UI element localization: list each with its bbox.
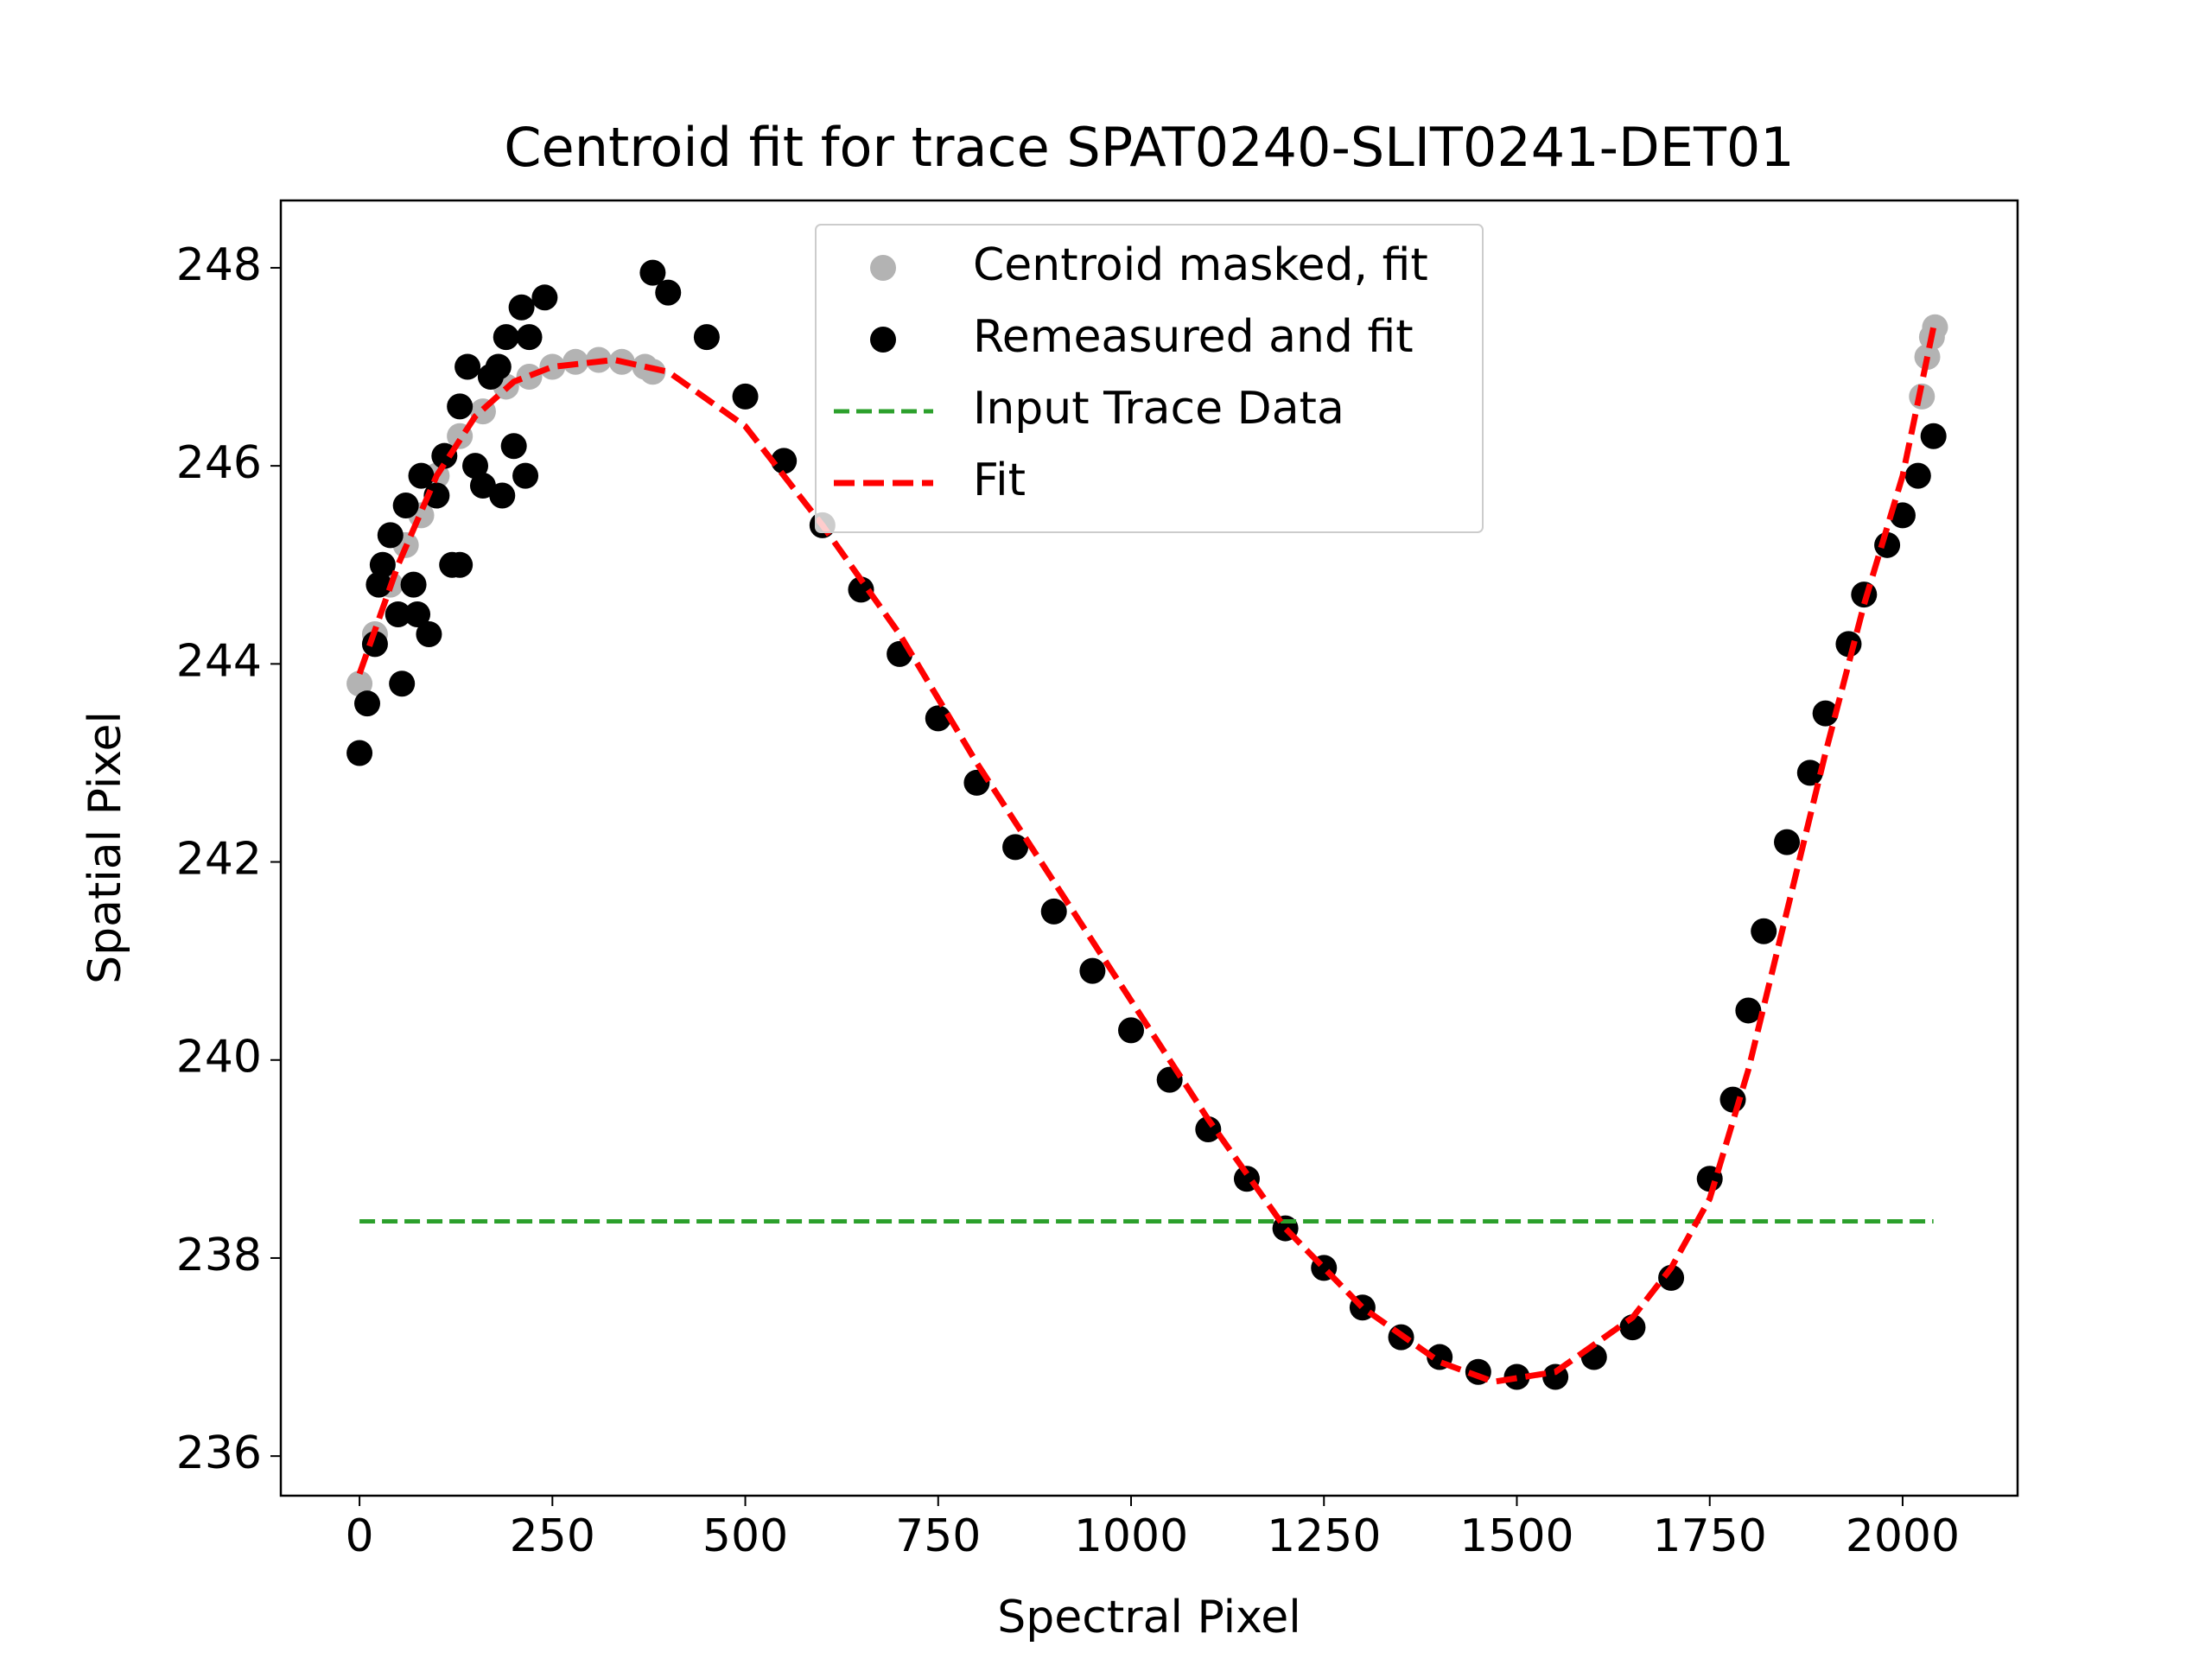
y-tick-label: 236: [176, 1427, 262, 1479]
point: [732, 383, 759, 410]
point: [500, 433, 527, 460]
point: [1118, 1017, 1145, 1044]
point: [1922, 314, 1948, 340]
x-tick-label: 0: [346, 1510, 374, 1562]
point: [454, 353, 481, 380]
point: [516, 324, 543, 351]
plot-area: [346, 259, 1948, 1390]
x-tick-label: 1250: [1267, 1510, 1381, 1562]
legend-label: Centroid masked, fit: [973, 239, 1428, 291]
point: [408, 462, 435, 489]
point: [361, 631, 388, 658]
y-tick-label: 248: [176, 239, 262, 291]
legend-label: Input Trace Data: [973, 383, 1344, 435]
y-tick-label: 238: [176, 1230, 262, 1281]
point: [354, 690, 381, 717]
point: [848, 576, 874, 603]
legend-box: [815, 224, 1484, 533]
point: [539, 353, 566, 380]
point: [369, 551, 396, 578]
point: [531, 284, 558, 311]
y-tick-label: 240: [176, 1032, 262, 1084]
y-axis-label: Spatial Pixel: [79, 711, 131, 984]
point: [771, 448, 798, 474]
point: [1751, 918, 1777, 944]
y-tick-label: 242: [176, 834, 262, 886]
legend-label: Remeasured and fit: [973, 311, 1414, 363]
point: [489, 482, 516, 509]
x-tick-label: 2000: [1846, 1510, 1960, 1562]
point: [1796, 760, 1823, 786]
x-tick-label: 500: [702, 1510, 788, 1562]
x-tick-label: 1500: [1459, 1510, 1573, 1562]
legend-label: Fit: [973, 454, 1026, 506]
point: [469, 473, 496, 499]
point: [462, 453, 489, 480]
point: [416, 620, 442, 647]
point: [392, 492, 419, 518]
point: [655, 279, 682, 306]
point: [1040, 898, 1067, 925]
point: [1812, 700, 1839, 727]
point: [377, 522, 404, 549]
point: [493, 324, 519, 351]
x-axis-label: Spectral Pixel: [997, 1592, 1300, 1643]
x-tick-label: 1750: [1653, 1510, 1767, 1562]
point: [485, 353, 512, 380]
point: [400, 571, 427, 598]
point: [447, 551, 474, 578]
x-tick-label: 750: [895, 1510, 981, 1562]
plot-frame: [279, 199, 2019, 1497]
point: [925, 705, 951, 732]
point: [423, 482, 450, 509]
point: [1002, 834, 1029, 861]
point: [365, 571, 392, 598]
point: [1079, 957, 1106, 984]
point: [693, 324, 720, 351]
point: [1889, 502, 1916, 529]
point: [389, 671, 416, 697]
point: [1774, 829, 1801, 855]
point: [1195, 1116, 1222, 1142]
point: [1503, 1363, 1530, 1390]
y-tick-label: 246: [176, 437, 262, 489]
legend-marker: [870, 327, 896, 353]
point: [1735, 997, 1762, 1024]
legend-marker: [870, 255, 896, 281]
point: [385, 601, 411, 628]
point: [346, 740, 373, 766]
point: [1920, 423, 1947, 449]
y-tick-label: 244: [176, 635, 262, 687]
point: [404, 601, 431, 628]
point: [508, 294, 535, 321]
legend: Centroid masked, fit Remeasured and fit In…: [815, 224, 1484, 533]
point: [1904, 462, 1931, 489]
point: [639, 259, 666, 286]
line: [356, 326, 1937, 1385]
chart-title: Centroid fit for trace SPAT0240-SLIT0241…: [504, 116, 1794, 179]
x-tick-label: 1000: [1074, 1510, 1188, 1562]
point: [346, 671, 373, 697]
point: [447, 393, 474, 420]
x-tick-label: 250: [510, 1510, 595, 1562]
point: [512, 462, 539, 489]
